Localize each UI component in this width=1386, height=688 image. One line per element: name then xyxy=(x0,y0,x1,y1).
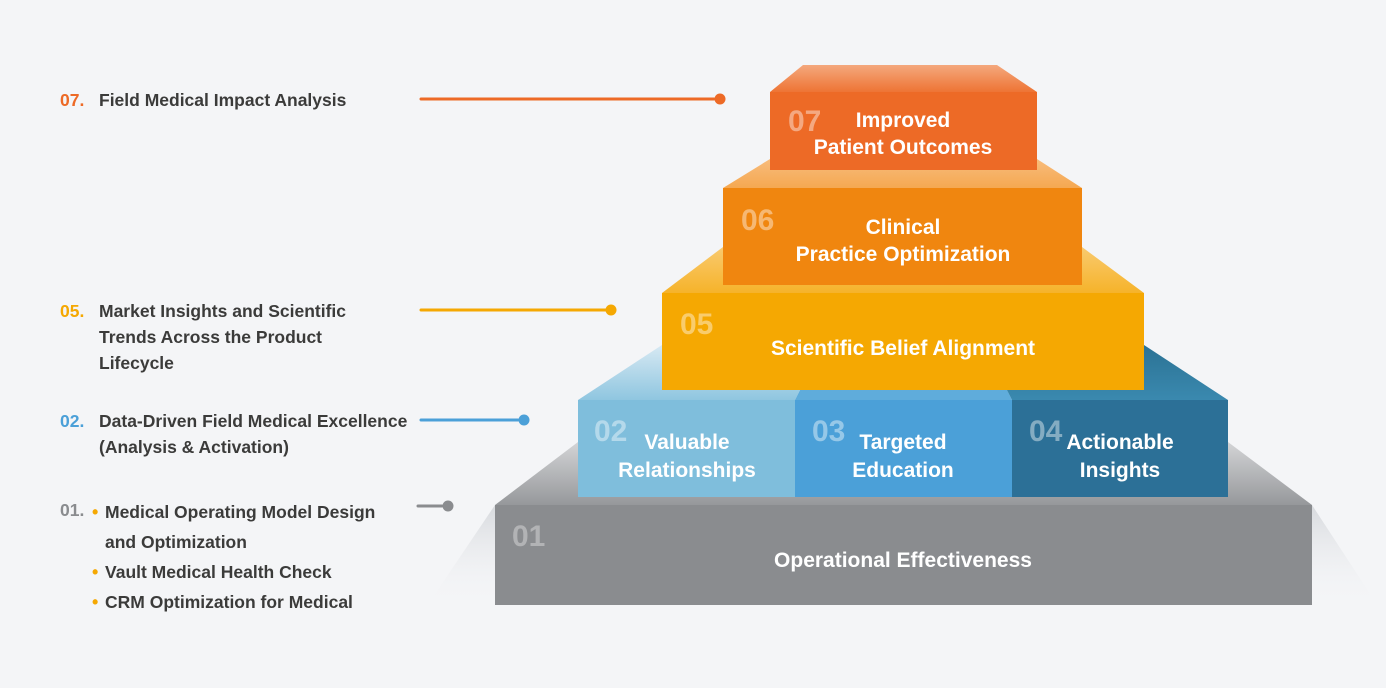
annotation-02-number: 02. xyxy=(60,411,85,431)
level-04-front-face xyxy=(1012,400,1228,497)
annotation-01-bullet-list: • Medical Operating Model Design and Opt… xyxy=(92,497,405,617)
level-03-label-line1: Targeted xyxy=(859,431,946,454)
level-07-top-face xyxy=(770,65,1037,92)
level-02-label-line2: Relationships xyxy=(618,459,756,482)
level-06-label-line1: Clinical xyxy=(866,216,941,239)
level-02-number: 02 xyxy=(594,415,627,448)
annotation-01-number: 01. xyxy=(60,500,85,520)
level-06-number: 06 xyxy=(741,204,774,237)
level-07-number: 07 xyxy=(788,105,821,138)
level-02-label-line1: Valuable xyxy=(644,431,729,454)
level-03-number: 03 xyxy=(812,415,845,448)
list-item: • CRM Optimization for Medical xyxy=(92,587,405,617)
bullet-icon: • xyxy=(92,502,99,522)
annotation-07: 07. Field Medical Impact Analysis xyxy=(60,87,429,113)
bullet-text: CRM Optimization for Medical xyxy=(105,592,353,612)
annotation-01: 01. • Medical Operating Model Design and… xyxy=(60,497,405,617)
list-item: • Vault Medical Health Check xyxy=(92,557,405,587)
annotation-02-text: Data-Driven Field Medical Excellence (An… xyxy=(99,411,408,457)
level-07-front-face xyxy=(770,92,1037,170)
annotation-07-text: Field Medical Impact Analysis xyxy=(99,90,347,110)
level-05-front-face xyxy=(662,293,1144,390)
level-06-front-face xyxy=(723,188,1082,285)
list-item: • Medical Operating Model Design and Opt… xyxy=(92,497,405,557)
bullet-icon: • xyxy=(92,592,99,612)
level-01-front-face xyxy=(495,505,1312,605)
connector-dot-07 xyxy=(714,93,726,105)
annotation-05-text: Market Insights and Scientific Trends Ac… xyxy=(99,301,346,373)
level-05-number: 05 xyxy=(680,308,713,341)
level-03-front-face xyxy=(795,400,1012,497)
level-07-label-line1: Improved xyxy=(856,109,951,132)
level-01-label: Operational Effectiveness xyxy=(774,549,1032,572)
level-07-label-line2: Patient Outcomes xyxy=(814,136,993,159)
annotation-05-number: 05. xyxy=(60,301,85,321)
level-02-front-face xyxy=(578,400,795,497)
bullet-icon: • xyxy=(92,562,99,582)
annotation-02: 02. Data-Driven Field Medical Excellence… xyxy=(60,408,429,460)
level-05-label: Scientific Belief Alignment xyxy=(771,337,1035,360)
level-06-label-line2: Practice Optimization xyxy=(796,243,1011,266)
connector-dot-05 xyxy=(605,304,617,316)
bullet-text: Vault Medical Health Check xyxy=(105,562,332,582)
annotation-05: 05. Market Insights and Scientific Trend… xyxy=(60,298,397,376)
level-04-number: 04 xyxy=(1029,415,1063,448)
level-01-number: 01 xyxy=(512,520,545,553)
level-04-label-line1: Actionable xyxy=(1066,431,1173,454)
connector-dot-02 xyxy=(518,414,530,426)
level-04-label-line2: Insights xyxy=(1080,459,1161,482)
level-03-label-line2: Education xyxy=(852,459,954,482)
bullet-text: Medical Operating Model Design and Optim… xyxy=(105,502,376,552)
annotation-07-number: 07. xyxy=(60,90,85,110)
connector-dot-01 xyxy=(442,500,454,512)
